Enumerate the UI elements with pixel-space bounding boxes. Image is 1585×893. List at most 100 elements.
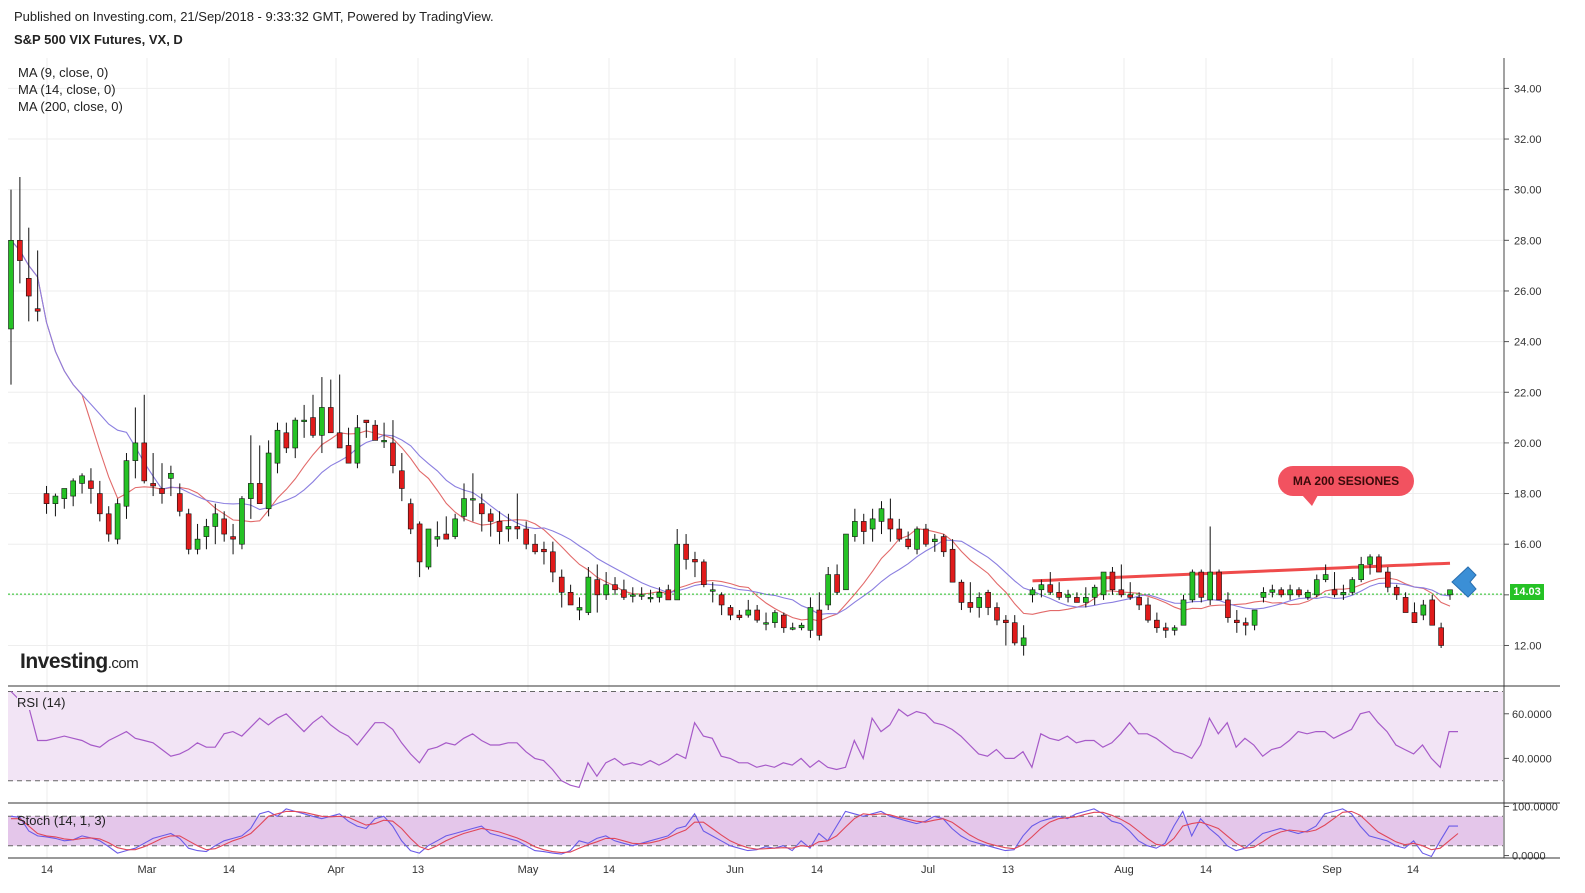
candle — [487, 508, 494, 537]
candle — [1003, 615, 1009, 646]
candle-body — [1260, 592, 1267, 598]
candle — [17, 177, 23, 284]
candle — [692, 551, 698, 578]
candle-body — [1091, 586, 1098, 598]
candle-body — [914, 528, 920, 550]
candle — [674, 529, 681, 601]
candle — [1011, 615, 1018, 646]
candle — [878, 501, 885, 535]
candle-body — [843, 533, 849, 591]
ma9-line — [10, 239, 1451, 622]
candle — [834, 564, 840, 595]
candle — [1020, 625, 1027, 656]
y-tick-label: 24.00 — [1514, 337, 1542, 349]
candle-body — [1296, 589, 1302, 596]
candle — [1100, 571, 1107, 600]
candle — [34, 250, 41, 322]
y-tick-label: 22.00 — [1514, 387, 1542, 399]
candle-body — [292, 419, 299, 449]
legend-ma9: MA (9, close, 0) — [18, 65, 109, 80]
candle-body — [523, 528, 529, 545]
candle-body — [1385, 571, 1391, 588]
candle-body — [319, 407, 325, 436]
candle-body — [283, 432, 290, 449]
candle — [665, 584, 672, 601]
y-tick-label: 16.00 — [1514, 539, 1542, 551]
candle — [1216, 569, 1222, 601]
candle-body — [621, 589, 627, 598]
candle-body — [1331, 589, 1338, 596]
candle — [638, 587, 645, 600]
candle — [1402, 592, 1409, 613]
candle-body — [114, 503, 121, 540]
candle-body — [878, 508, 885, 522]
callout-pointer — [1302, 495, 1318, 506]
rsi-y-label: 60.0000 — [1512, 709, 1552, 721]
rsi-line — [10, 691, 1458, 789]
candle-body — [780, 614, 787, 629]
candle-body — [8, 240, 14, 330]
candle-body — [860, 521, 867, 532]
y-tick-label: 12.00 — [1514, 640, 1542, 652]
candle-body — [852, 521, 858, 537]
candle-body — [1438, 627, 1444, 646]
candle — [52, 493, 59, 517]
candle-body — [745, 609, 752, 616]
candle-body — [772, 612, 778, 623]
x-tick-label: 14 — [603, 864, 615, 876]
y-tick-label: 28.00 — [1514, 235, 1542, 247]
candle — [1109, 566, 1116, 595]
candle — [292, 417, 299, 459]
candle-body — [1207, 571, 1213, 601]
candle — [1429, 594, 1436, 626]
candle — [43, 485, 50, 514]
candle — [1207, 526, 1213, 605]
y-tick-label: 26.00 — [1514, 286, 1542, 298]
candle-body — [265, 452, 272, 510]
candle-body — [301, 419, 307, 422]
candle-body — [17, 240, 23, 261]
candle-body — [1065, 594, 1071, 598]
candle-body — [159, 488, 165, 494]
candle — [701, 559, 707, 588]
x-tick-label: Mar — [138, 864, 157, 876]
candle-body — [976, 597, 983, 608]
candle — [887, 498, 894, 542]
published-caption: Published on Investing.com, 21/Sep/2018 … — [14, 9, 494, 24]
x-tick-label: Sep — [1322, 864, 1342, 876]
candle — [754, 604, 760, 623]
candle-body — [754, 609, 760, 621]
candle — [1340, 584, 1347, 600]
candle-body — [638, 594, 645, 597]
candle-body — [443, 533, 450, 540]
candle-body — [230, 536, 236, 540]
candle — [1056, 582, 1062, 600]
candle-body — [452, 518, 458, 537]
candle — [763, 612, 769, 631]
candle-body — [1358, 564, 1364, 580]
candle-body — [407, 503, 414, 530]
candle-body — [594, 579, 601, 596]
candle-body — [256, 483, 263, 504]
candle — [168, 465, 174, 497]
candle — [301, 404, 307, 438]
candle — [443, 516, 450, 540]
candle-body — [1349, 579, 1356, 593]
candle — [683, 534, 689, 570]
candle — [1065, 589, 1071, 603]
candle — [1145, 597, 1151, 623]
candle-body — [718, 594, 725, 606]
candle-body — [1162, 627, 1169, 631]
candle-body — [310, 417, 316, 436]
candle-body — [550, 551, 556, 573]
x-tick-label: Apr — [327, 864, 344, 876]
candle-body — [239, 498, 245, 545]
candle-body — [603, 584, 609, 596]
candle-body — [1145, 604, 1151, 621]
candle-body — [949, 548, 956, 583]
candle — [381, 422, 387, 448]
candle — [923, 523, 929, 547]
candle — [319, 377, 325, 454]
candle — [1393, 584, 1400, 600]
